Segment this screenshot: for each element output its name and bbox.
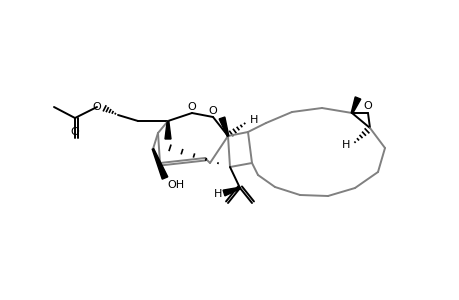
Polygon shape — [351, 97, 360, 113]
Polygon shape — [165, 121, 171, 139]
Text: O: O — [187, 102, 196, 112]
Text: H: H — [213, 189, 222, 199]
Text: O: O — [363, 101, 372, 111]
Text: OH: OH — [167, 180, 184, 190]
Polygon shape — [218, 117, 228, 136]
Text: O: O — [92, 102, 101, 112]
Polygon shape — [152, 149, 168, 179]
Text: O: O — [208, 106, 217, 116]
Text: O: O — [71, 127, 79, 137]
Text: H: H — [249, 115, 258, 125]
Polygon shape — [223, 187, 240, 196]
Text: H: H — [341, 140, 349, 150]
